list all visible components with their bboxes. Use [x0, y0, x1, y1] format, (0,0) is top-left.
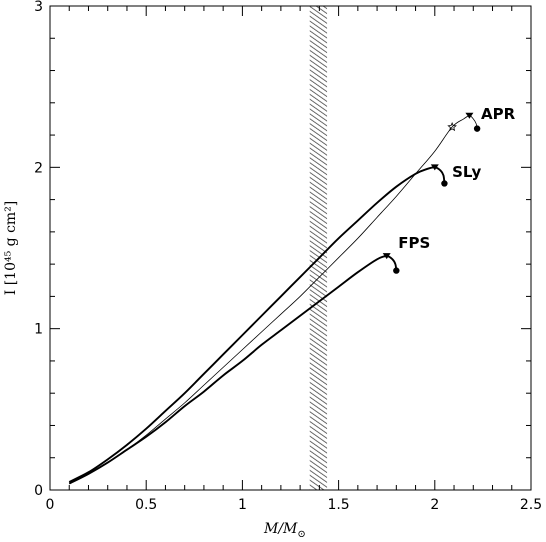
y-tick-label: 2	[34, 160, 43, 176]
series-line-apr	[69, 115, 478, 484]
y-tick-label: 1	[34, 322, 43, 338]
marker-layer	[382, 112, 481, 274]
dot-marker-apr	[473, 125, 481, 132]
series-label-sly: SLy	[452, 163, 481, 181]
label-layer: APR SLy FPS	[398, 105, 515, 252]
star-marker-apr	[447, 121, 457, 132]
series-layer	[68, 115, 478, 485]
series-line-fps	[68, 255, 398, 485]
plot-frame	[49, 5, 532, 491]
dot-marker-fps	[393, 267, 400, 274]
x-tick-label: 1.5	[327, 497, 349, 513]
x-tick-label: 1	[238, 497, 247, 513]
hatched-band	[309, 6, 328, 490]
y-tick-label: 3	[34, 0, 43, 15]
x-tick-label: 2.5	[520, 497, 542, 513]
triangle-marker-fps	[382, 253, 391, 260]
dot-marker-sly	[441, 180, 448, 187]
y-tick-label: 0	[34, 483, 43, 499]
triangle-marker-sly	[430, 164, 439, 171]
y-axis-label: I [10⁴⁵ g cm²]	[3, 201, 19, 296]
x-axis-label-subscript: ⊙	[297, 529, 305, 540]
shaded-band	[309, 6, 328, 490]
axis-ticks: 0 0.5 1 1.5 2 2.5 0 1 2 3	[34, 0, 542, 513]
x-axis-label: M/M⊙	[263, 521, 306, 540]
series-label-apr: APR	[481, 105, 516, 123]
x-tick-label: 0	[46, 497, 55, 513]
series-label-fps: FPS	[398, 234, 430, 252]
series-line-sly	[68, 166, 446, 483]
triangle-marker-apr	[465, 112, 474, 119]
x-tick-label: 2	[430, 497, 439, 513]
x-axis-label-main: M/M	[263, 521, 298, 537]
x-tick-label: 0.5	[135, 497, 157, 513]
